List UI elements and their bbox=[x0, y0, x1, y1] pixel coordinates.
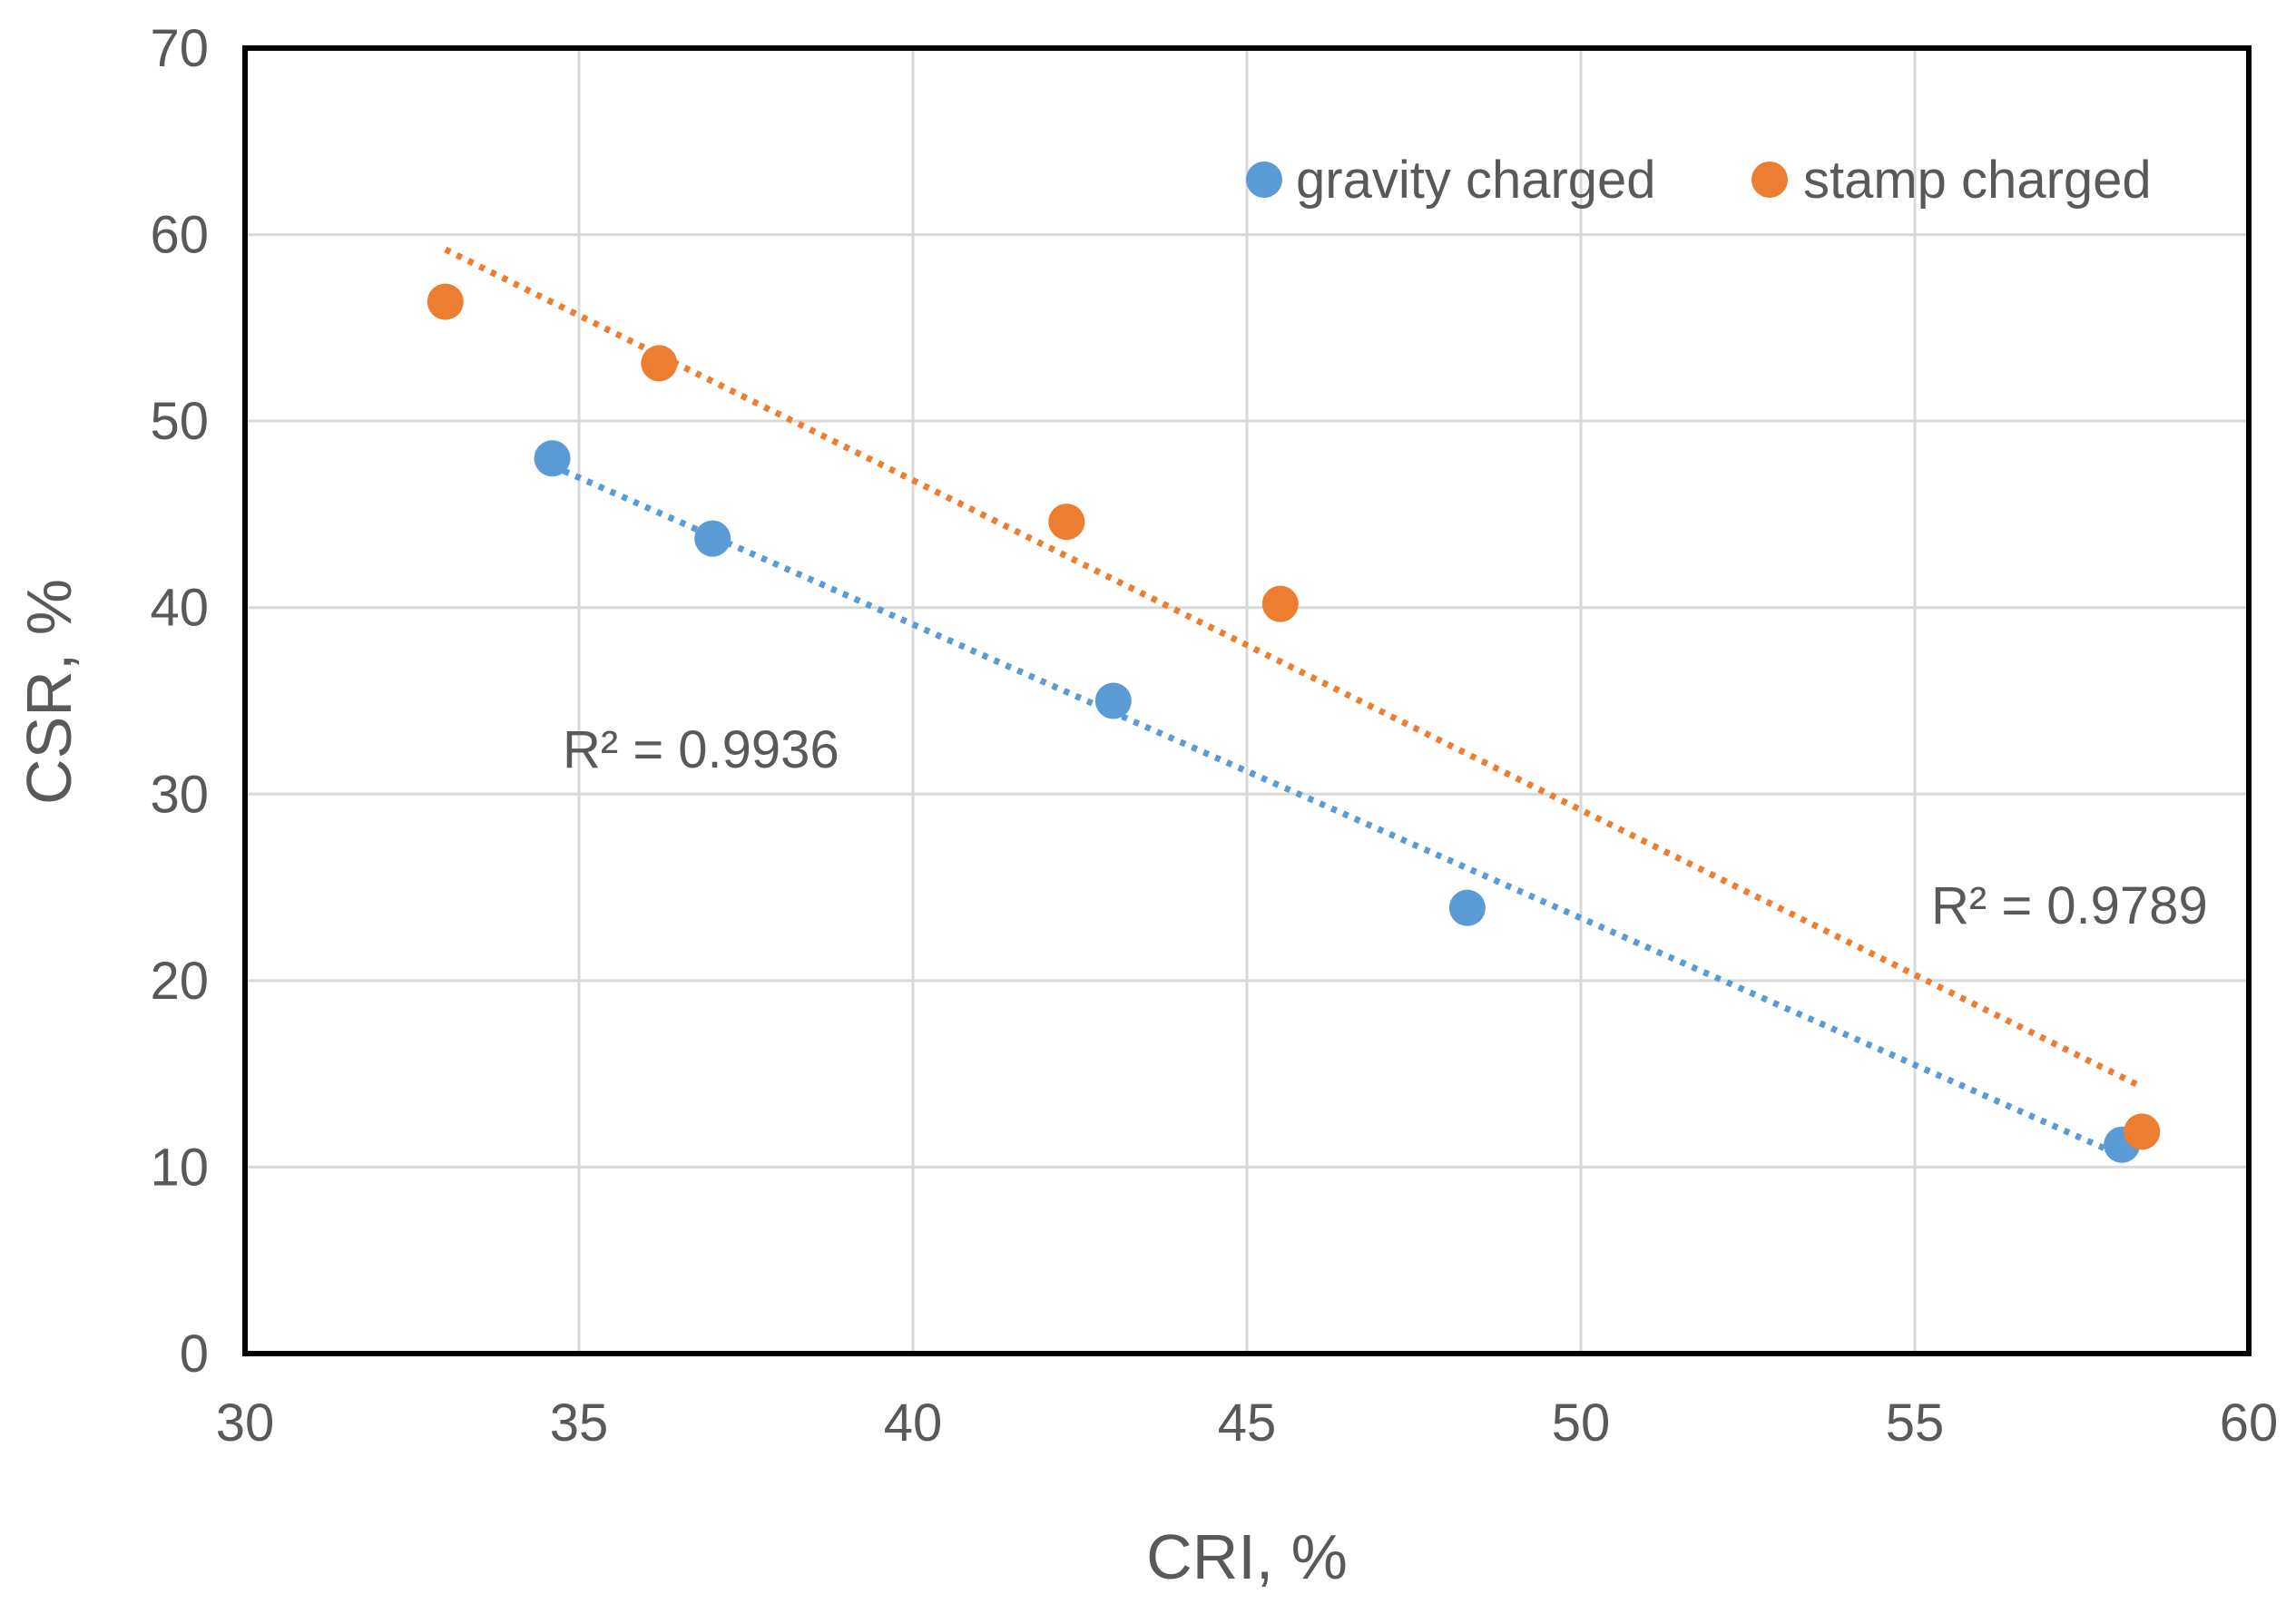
data-points bbox=[427, 283, 2161, 1163]
plot-area-border bbox=[242, 45, 2252, 1356]
y-tick-label: 10 bbox=[150, 1138, 209, 1197]
y-tick-label: 40 bbox=[150, 579, 209, 638]
point-gravity-charged bbox=[694, 520, 731, 557]
r2-annotation-gravity-charged: R² = 0.9936 bbox=[563, 720, 839, 779]
x-axis-title: CRI, % bbox=[1146, 1521, 1348, 1592]
legend: gravity charged stamp charged bbox=[1246, 151, 2152, 210]
y-tick-label: 70 bbox=[150, 19, 209, 78]
point-stamp-charged bbox=[427, 283, 464, 320]
point-gravity-charged bbox=[1094, 682, 1132, 719]
point-stamp-charged bbox=[1048, 504, 1085, 541]
legend-label-gravity-charged: gravity charged bbox=[1296, 151, 1656, 210]
point-gravity-charged bbox=[1448, 889, 1486, 926]
x-tick-labels: 30 35 40 45 50 55 60 bbox=[216, 1394, 2279, 1452]
x-tick-label: 40 bbox=[884, 1394, 943, 1452]
trendlines bbox=[444, 246, 2144, 1159]
legend-label-stamp-charged: stamp charged bbox=[1803, 151, 2152, 210]
x-tick-label: 45 bbox=[1218, 1394, 1277, 1452]
y-tick-label: 30 bbox=[150, 765, 209, 824]
y-tick-label: 50 bbox=[150, 392, 209, 451]
legend-marker-gravity-charged bbox=[1246, 161, 1282, 198]
x-tick-label: 55 bbox=[1886, 1394, 1945, 1452]
y-tick-label: 20 bbox=[150, 952, 209, 1011]
x-tick-label: 30 bbox=[216, 1394, 275, 1452]
y-tick-label: 0 bbox=[180, 1325, 209, 1384]
y-axis-title: CSR, % bbox=[14, 579, 84, 805]
x-tick-label: 50 bbox=[1552, 1394, 1611, 1452]
x-tick-label: 60 bbox=[2220, 1394, 2279, 1452]
x-tick-label: 35 bbox=[550, 1394, 609, 1452]
point-stamp-charged bbox=[2124, 1113, 2161, 1150]
point-gravity-charged bbox=[534, 440, 571, 477]
r2-annotation-stamp-charged: R² = 0.9789 bbox=[1931, 876, 2208, 935]
trendline-gravity-charged bbox=[551, 463, 2124, 1159]
y-tick-labels: 0 10 20 30 40 50 60 70 bbox=[150, 19, 209, 1384]
trendline-stamp-charged bbox=[444, 246, 2144, 1091]
point-stamp-charged bbox=[641, 345, 678, 382]
legend-marker-stamp-charged bbox=[1751, 161, 1788, 198]
point-stamp-charged bbox=[1261, 585, 1299, 622]
gridlines bbox=[245, 48, 2249, 1354]
y-tick-label: 60 bbox=[150, 206, 209, 265]
